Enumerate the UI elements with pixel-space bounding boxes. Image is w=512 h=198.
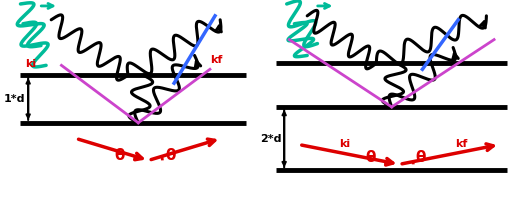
Text: kf: kf — [455, 139, 467, 148]
Text: 1*d: 1*d — [4, 94, 26, 104]
Text: kf: kf — [210, 55, 222, 65]
Text: ki: ki — [339, 139, 350, 148]
Text: ki: ki — [26, 59, 37, 69]
Text: 2*d: 2*d — [260, 134, 282, 144]
Text: θ: θ — [416, 150, 426, 165]
Text: θ: θ — [165, 148, 175, 163]
Text: θ: θ — [365, 150, 375, 165]
Text: θ: θ — [114, 148, 124, 163]
